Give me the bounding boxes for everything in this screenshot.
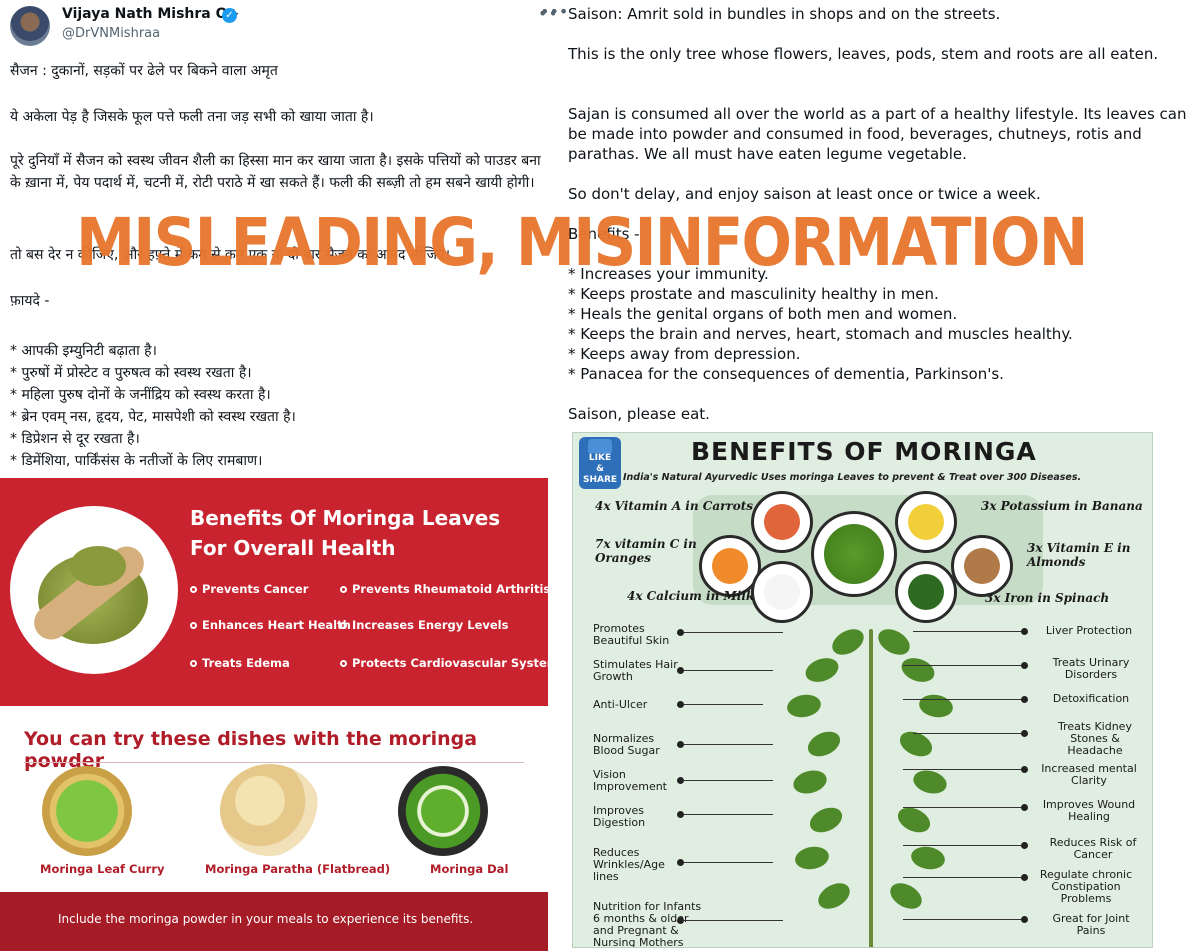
footer-text: Include the moringa powder in your meals… [58, 912, 474, 926]
benefit-label: Great for Joint Pains [1052, 912, 1130, 937]
benefit-item: Increases Energy Levels [340, 618, 508, 632]
badge-label: & SHARE [582, 464, 618, 485]
benefit-label: Liver Protection [1045, 624, 1133, 637]
benefit-label: Regulate chronic Constipation Problems [1039, 868, 1133, 905]
benefit-label: Promotes Beautiful Skin [593, 622, 670, 647]
dal-bowl-image [398, 766, 488, 856]
card-title: Benefits Of Moringa Leaves [190, 506, 501, 530]
tweet-english: ••• Saison: Amrit sold in bundles in sho… [540, 0, 1200, 428]
card-title: For Overall Health [190, 536, 396, 560]
tweet-line: सैजन : दुकानों, सड़कों पर ढेले पर बिकने … [10, 63, 278, 79]
misinformation-stamp: MISLEADING, MISINFORMATION [76, 204, 1088, 281]
dishes-title: You can try these dishes with the moring… [24, 728, 478, 772]
thumbs-up-icon [588, 439, 612, 453]
dish-label: Moringa Leaf Curry [40, 862, 165, 876]
benefit-line: * Keeps the brain and nerves, heart, sto… [568, 325, 1073, 343]
avatar[interactable] [10, 6, 50, 46]
tweet-line: पूरे दुनियाँ में सैजन को स्वस्थ जीवन शैल… [10, 153, 541, 191]
benefit-line: * पुरुषों में प्रोस्टेट व पुरुषत्व को स्… [10, 365, 252, 381]
benefit-line: * आपकी इम्युनिटी बढ़ाता है। [10, 343, 157, 359]
benefit-label: Stimulates Hair Growth [593, 658, 678, 683]
paratha-image [220, 764, 320, 856]
dish-label: Moringa Paratha (Flatbread) [205, 862, 391, 876]
moringa-branch-image [869, 629, 873, 947]
benefit-label: Improves Wound Healing [1042, 798, 1136, 823]
comparison-label: 4x Vitamin A in Carrots [595, 499, 754, 513]
comparison-label: 7x vitamin C in Oranges [595, 537, 697, 565]
moringa-dishes-panel: You can try these dishes with the moring… [0, 706, 548, 951]
benefit-line: * महिला पुरुष दोनों के जनींद्रिय को स्वस… [10, 387, 271, 403]
comparison-label: 4x Calcium in Milk [627, 589, 755, 603]
benefit-line: * डिप्रेशन से दूर रखता है। [10, 431, 140, 447]
moringa-benefits-card: Benefits Of Moringa Leaves For Overall H… [0, 478, 559, 706]
tweet-line: फ़ायदे - [10, 293, 50, 309]
tweet-closing: Saison, please eat. [568, 405, 710, 423]
tweet-paragraph: Saison: Amrit sold in bundles in shops a… [568, 5, 1001, 23]
benefit-line: * डिमेंशिया, पार्किंसंस के नतीजों के लिए… [10, 453, 263, 469]
benefit-item: Prevents Cancer [190, 582, 308, 596]
tweet-paragraph: Sajan is consumed all over the world as … [568, 105, 1187, 163]
benefit-label: Vision Improvement [593, 768, 667, 793]
benefit-line: * Increases your immunity. [568, 265, 769, 283]
tweet-paragraph: So don't delay, and enjoy saison at leas… [568, 185, 1041, 203]
comparison-label: 3x Vitamin E in Almonds [1027, 541, 1131, 569]
benefit-label: Normalizes Blood Sugar [593, 732, 660, 757]
carrots-image [751, 491, 813, 553]
infographic-subtitle: India's Natural Ayurvedic Uses moringa L… [623, 472, 1082, 483]
benefit-label: Treats Kidney Stones & Headache [1058, 720, 1132, 757]
moringa-powder-photo [10, 506, 178, 674]
benefit-item: Protects Cardiovascular System [340, 656, 559, 670]
tweet-paragraph: This is the only tree whose flowers, lea… [568, 45, 1159, 63]
benefit-line: * Keeps prostate and masculinity healthy… [568, 285, 939, 303]
almonds-image [951, 535, 1013, 597]
moringa-infographic: LIKE & SHARE BENEFITS OF MORINGA India's… [572, 432, 1153, 948]
like-share-badge: LIKE & SHARE [579, 437, 621, 489]
more-options-icon[interactable]: ••• [540, 2, 569, 21]
author-handle[interactable]: @DrVNMishraa [62, 26, 161, 41]
benefit-line: * Heals the genital organs of both men a… [568, 305, 958, 323]
tweet-line: ये अकेला पेड़ है जिसके फूल पत्ते फली तना… [10, 109, 374, 125]
comparison-label: 3x Potassium in Banana [981, 499, 1143, 513]
benefit-label: Increased mental Clarity [1041, 762, 1137, 787]
verified-badge-icon: ✓ [222, 8, 237, 23]
benefit-label: Nutrition for Infants 6 months & older a… [593, 900, 702, 948]
benefit-label: Reduces Risk of Cancer [1049, 836, 1137, 861]
banana-image [895, 491, 957, 553]
dish-label: Moringa Dal [430, 862, 509, 876]
benefit-label: Reduces Wrinkles/Age lines [593, 846, 665, 883]
benefit-item: Treats Edema [190, 656, 290, 670]
comparison-label: 3x Iron in Spinach [985, 591, 1110, 605]
dishes-footer: Include the moringa powder in your meals… [0, 892, 548, 951]
benefit-item: Prevents Rheumatoid Arthritis [340, 582, 550, 596]
badge-label: LIKE [588, 453, 612, 463]
benefit-label: Anti-Ulcer [593, 698, 648, 711]
tweet-hindi: Vijaya Nath Mishra O+ ✓ @DrVNMishraa •••… [0, 0, 568, 478]
curry-bowl-image [42, 766, 132, 856]
benefit-label: Detoxification [1052, 692, 1130, 705]
moringa-leaves-image [811, 511, 897, 597]
infographic-title: BENEFITS OF MORINGA [691, 437, 1037, 466]
milk-image [751, 561, 813, 623]
benefit-item: Enhances Heart Health [190, 618, 351, 632]
benefit-line: * Keeps away from depression. [568, 345, 801, 363]
benefit-line: * ब्रेन एवम् नस, हृदय, पेट, मासपेशी को स… [10, 409, 296, 425]
benefit-line: * Panacea for the consequences of dement… [568, 365, 1004, 383]
tweet-paragraph: Benefits - [568, 225, 640, 243]
tweet-line: तो बस देर न कीजिए, और हफ़्ते में कम से क… [10, 247, 451, 263]
benefit-label: Treats Urinary Disorders [1052, 656, 1130, 681]
divider [24, 762, 524, 763]
spinach-image [895, 561, 957, 623]
benefit-label: Improves Digestion [593, 804, 646, 829]
orange-image [699, 535, 761, 597]
author-name[interactable]: Vijaya Nath Mishra O+ [62, 6, 240, 22]
